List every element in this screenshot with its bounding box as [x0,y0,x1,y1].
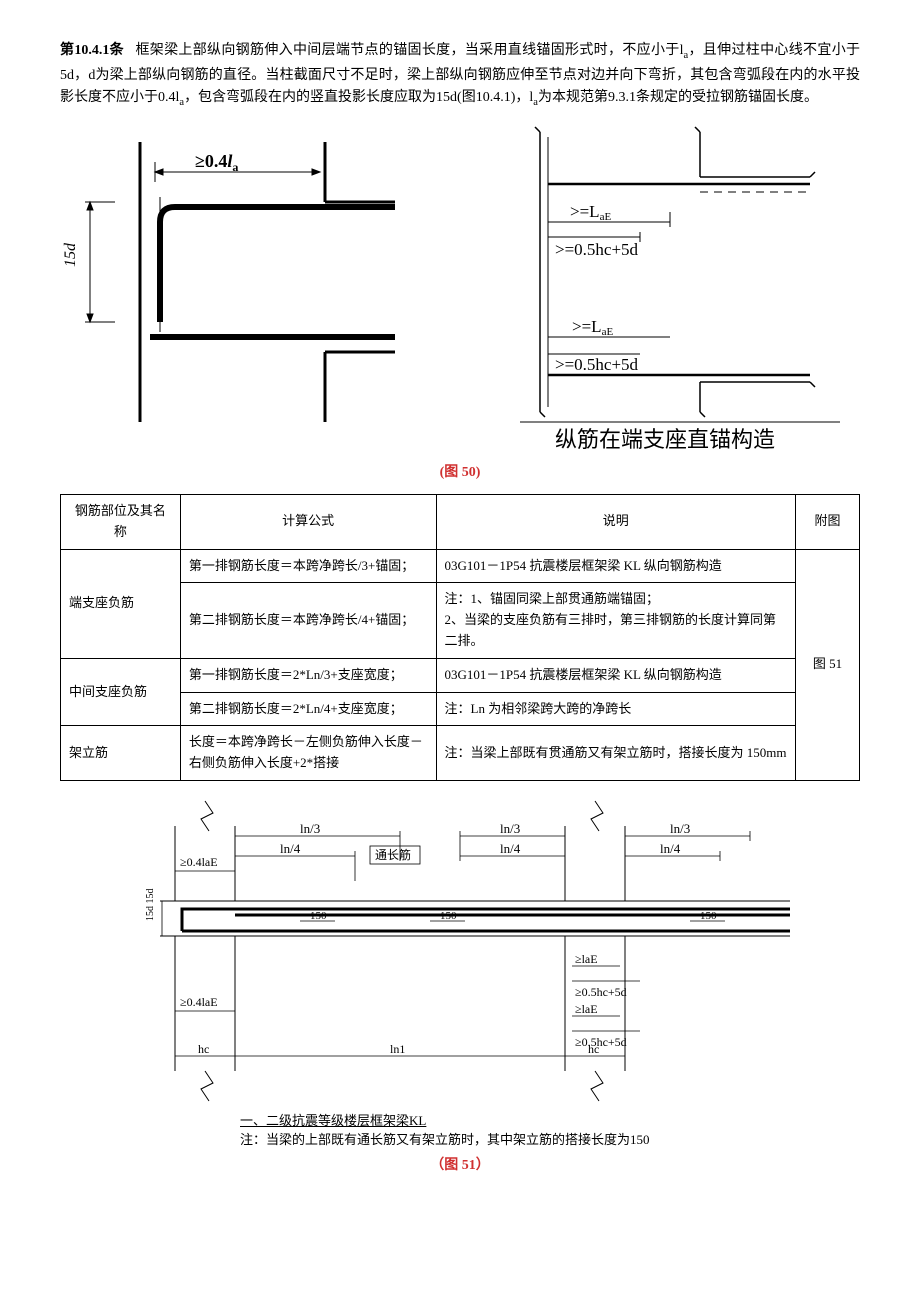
svg-text:≥0.4la: ≥0.4la [195,151,238,174]
svg-text:>=0.5hc+5d: >=0.5hc+5d [555,355,639,374]
svg-text:hc: hc [588,1042,599,1056]
svg-text:≥0.5hc+5d: ≥0.5hc+5d [575,1035,627,1049]
fig50-right-title: 纵筋在端支座直锚构造 [555,427,775,452]
svg-text:ln/4: ln/4 [280,841,301,856]
table-cell: 第二排钢筋长度＝2*Ln/4+支座宽度； [180,692,436,726]
table-cell: 长度＝本跨净跨长－左侧负筋伸入长度－右侧负筋伸入长度+2*搭接 [180,726,436,781]
table-header: 说明 [436,494,796,549]
table-cell: 第二排钢筋长度＝本跨净跨长/4+锚固； [180,583,436,658]
table-cell: 图 51 [796,549,860,780]
svg-text:≥0.5hc+5d: ≥0.5hc+5d [575,985,627,999]
figure-50-row: 15d ≥0.4la [60,122,860,452]
figure-51-subtitle: 一、二级抗震等级楼层框架梁KL 注：当梁的上部既有通长筋又有架立筋时，其中架立筋… [240,1111,860,1150]
table-cell: 注：Ln 为相邻梁跨大跨的净跨长 [436,692,796,726]
figure-50-right: >=LaE >=0.5hc+5d >=LaE >=0.5hc+5d 纵筋在端支座… [500,122,860,452]
svg-text:15d 15d: 15d 15d [145,888,156,921]
table-cell: 03G101－1P54 抗震楼层框架梁 KL 纵向钢筋构造 [436,658,796,692]
article-text: 第10.4.1条 框架梁上部纵向钢筋伸入中间层端节点的锚固长度，当采用直线锚固形… [60,40,860,112]
svg-text:≥0.4laE: ≥0.4laE [180,995,218,1009]
svg-text:通长筋: 通长筋 [375,847,411,862]
table-cell: 第一排钢筋长度＝本跨净跨长/3+锚固； [180,549,436,583]
svg-text:150: 150 [700,910,717,922]
table-cell: 中间支座负筋 [61,658,181,726]
table-cell: 03G101－1P54 抗震楼层框架梁 KL 纵向钢筋构造 [436,549,796,583]
svg-text:>=LaE: >=LaE [570,202,611,223]
table-cell: 端支座负筋 [61,549,181,658]
figure-50-label: (图 50) [60,462,860,484]
svg-text:≥laE: ≥laE [575,1002,598,1016]
table-cell: 注：当梁上部既有贯通筋又有架立筋时，搭接长度为 150mm [436,726,796,781]
svg-text:ln/3: ln/3 [500,821,520,836]
table-cell: 架立筋 [61,726,181,781]
table-header: 附图 [796,494,860,549]
article-title: 第10.4.1条 [60,43,124,58]
figure-51-label: （图 51） [60,1155,860,1177]
table-header: 计算公式 [180,494,436,549]
svg-text:ln1: ln1 [390,1042,405,1056]
svg-text:150: 150 [310,910,327,922]
svg-text:>=0.5hc+5d: >=0.5hc+5d [555,240,639,259]
svg-text:ln/4: ln/4 [500,841,521,856]
svg-text:150: 150 [440,910,457,922]
svg-text:ln/4: ln/4 [660,841,681,856]
table-cell: 第一排钢筋长度＝2*Ln/3+支座宽度； [180,658,436,692]
table-cell: 注：1、锚固同梁上部贯通筋端锚固； 2、当梁的支座负筋有三排时，第三排钢筋的长度… [436,583,796,658]
table-header: 钢筋部位及其名称 [61,494,181,549]
svg-text:ln/3: ln/3 [670,821,690,836]
figure-51: ln/3 ln/3 ln/3 ln/4 ln/4 ln/4 通长筋 ≥0.4la… [120,791,820,1111]
svg-text:≥0.4laE: ≥0.4laE [180,855,218,869]
svg-text:15d: 15d [62,242,79,267]
figure-50-left: 15d ≥0.4la [60,122,400,432]
svg-text:≥laE: ≥laE [575,952,598,966]
svg-text:hc: hc [198,1042,209,1056]
rebar-table: 钢筋部位及其名称 计算公式 说明 附图 端支座负筋 第一排钢筋长度＝本跨净跨长/… [60,494,860,781]
svg-text:ln/3: ln/3 [300,821,320,836]
svg-text:>=LaE: >=LaE [572,317,613,338]
